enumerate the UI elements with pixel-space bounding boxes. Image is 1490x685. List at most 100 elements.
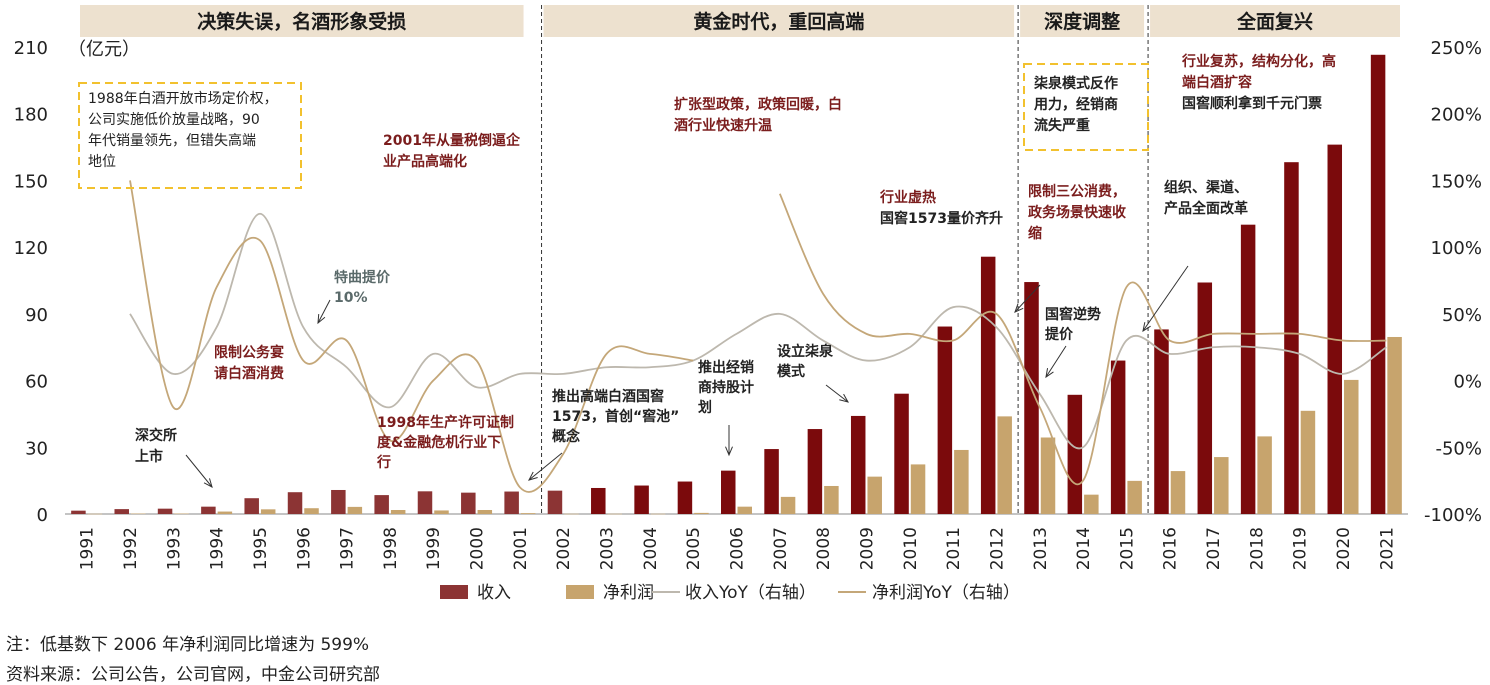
right-tick-label: 150% [1431, 171, 1482, 192]
bar-revenue [591, 487, 606, 514]
bar-net-profit [607, 513, 623, 515]
era-bands: 决策失误，名酒形象受损 黄金时代，重回高端 深度调整 全面复兴 [80, 5, 1400, 37]
line-net-profit-yoy [778, 193, 1387, 485]
line-revenue-yoy [129, 212, 1387, 450]
legend-label-net-profit: 净利润 [603, 583, 654, 603]
left-tick-label: 120 [14, 238, 48, 259]
annotation-text: 上市 [135, 448, 163, 465]
legend-label-net-profit-yoy: 净利润YoY（右轴） [872, 583, 1020, 603]
annotation-text: 国窖逆势 [1045, 306, 1101, 323]
x-tick-label: 2016 [1161, 527, 1181, 570]
left-tick-label: 90 [25, 305, 48, 326]
legend-label-revenue: 收入 [477, 583, 511, 603]
right-tick-label: -50% [1435, 438, 1482, 459]
annotation-text: 概念 [552, 428, 581, 445]
annotation-arrowhead [528, 471, 538, 481]
annotation-arrow [825, 384, 849, 403]
x-tick-label: 1992 [121, 527, 141, 570]
x-tick-label: 2004 [641, 527, 661, 570]
annotation-text: 用力，经销商 [1034, 96, 1118, 113]
right-tick-label: -100% [1424, 505, 1482, 526]
bar-revenue [764, 449, 779, 514]
bar-net-profit [1257, 436, 1272, 514]
era-band-3 [1020, 5, 1145, 37]
annotations: 1988年白酒开放市场定价权， 公司实施低价放量战略，90 年代销量领先，但错失高端… [78, 53, 1336, 488]
x-tick-label: 2009 [857, 527, 877, 570]
bar-net-profit [1387, 336, 1402, 514]
annotation-arrowhead [1045, 368, 1054, 379]
x-tick-label: 1998 [381, 527, 401, 570]
bar-revenue [374, 495, 389, 514]
annotation-text: 度&金融危机行业下 [377, 434, 501, 451]
legend-label-revenue-yoy: 收入YoY（右轴） [685, 583, 816, 603]
annotation-text: 推出经销 [698, 359, 754, 376]
annotation-text: 国窖顺利拿到千元门票 [1182, 95, 1322, 112]
bar-revenue [1110, 360, 1126, 514]
bar-revenue [894, 393, 909, 514]
x-tick-label: 1996 [294, 527, 314, 570]
bar-net-profit [824, 485, 839, 514]
legend-swatch-net-profit [566, 585, 594, 599]
bar-revenue [1370, 54, 1386, 515]
bar-revenue [980, 256, 996, 514]
bar-revenue [331, 489, 346, 514]
right-tick-label: 200% [1431, 105, 1482, 126]
bar-net-profit [867, 476, 882, 514]
bar-net-profit [564, 513, 579, 515]
annotation-text: 产品全面改革 [1164, 200, 1248, 217]
x-tick-label: 2003 [598, 527, 618, 570]
x-tick-label: 2002 [554, 527, 574, 570]
x-tick-label: 1995 [251, 527, 271, 570]
x-tick-label: 2006 [728, 527, 748, 570]
annotation-text: 请白酒消费 [214, 365, 284, 382]
bar-revenue [634, 485, 649, 514]
left-tick-label: 30 [25, 438, 48, 459]
annotation-text: 深交所 [135, 427, 177, 444]
annotation-text: 设立柒泉 [777, 343, 834, 360]
right-tick-label: 0% [1453, 372, 1482, 393]
bar-revenue [461, 492, 476, 514]
bar-revenue [287, 492, 303, 514]
right-tick-label: 250% [1431, 38, 1482, 59]
x-tick-label: 2020 [1334, 527, 1354, 570]
bar-net-profit [477, 509, 493, 514]
x-tick-label: 2005 [684, 527, 704, 570]
annotation-text: 政务场景快速收 [1028, 204, 1127, 221]
bar-net-profit [390, 509, 406, 514]
annotation-text: 1998年生产许可证制 [377, 414, 514, 431]
x-tick-label: 2021 [1377, 527, 1397, 570]
era-band-1 [80, 5, 524, 37]
bar-net-profit [347, 506, 363, 514]
bar-revenue [677, 481, 693, 514]
bar-revenue [1154, 329, 1169, 514]
bar-revenue [547, 490, 563, 514]
bar-revenue [244, 498, 259, 514]
bar-revenue [721, 470, 736, 514]
annotation-arrowhead [839, 393, 850, 403]
annotation-text: 扩张型政策，政策回暖，白 [674, 96, 842, 113]
bar-net-profit [910, 464, 926, 514]
annotation-arrowhead [203, 478, 213, 488]
annotation-text: 提价 [1045, 327, 1074, 343]
annotation-box [78, 82, 302, 189]
bar-revenue [417, 491, 433, 514]
line-series [129, 180, 1387, 493]
annotation-text: 限制公务宴 [214, 344, 284, 361]
x-tick-label: 1997 [338, 527, 358, 570]
annotation-arrowhead [1142, 322, 1151, 333]
bar-net-profit [87, 513, 103, 515]
bar-revenue [201, 506, 216, 514]
axes: 0 30 60 90 120 150 180 210 （亿元） -100% -50% 0% 50% 100… [14, 38, 1482, 570]
footnote: 注：低基数下 2006 年净利润同比增速为 599% [6, 635, 370, 655]
bar-net-profit [304, 508, 319, 514]
x-tick-label: 2001 [511, 527, 531, 570]
x-tick-label: 2019 [1291, 527, 1311, 570]
era-label-4: 全面复兴 [1236, 10, 1313, 33]
bar-revenue [114, 509, 129, 514]
annotation-text: 划 [698, 399, 712, 416]
left-axis-unit: （亿元） [68, 39, 140, 60]
era-label-1: 决策失误，名酒形象受损 [197, 10, 406, 33]
bar-net-profit [1214, 457, 1229, 514]
annotation-text: 限制三公消费， [1028, 183, 1126, 200]
bar-revenue [1284, 162, 1299, 514]
